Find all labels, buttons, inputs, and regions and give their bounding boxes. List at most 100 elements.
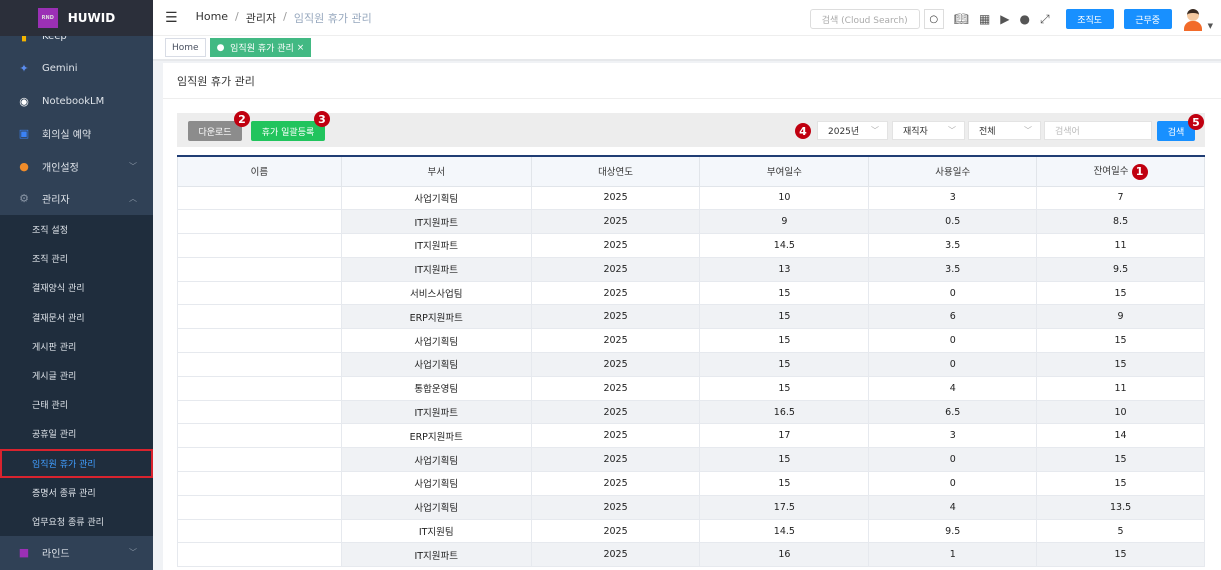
table-row[interactable]: IT지원파트 2025 13 3.5 9.5 — [177, 256, 1205, 282]
table-row[interactable]: 사업기획팀 2025 15 0 15 — [177, 471, 1205, 496]
sidebar-item[interactable]: ✦ Gemini — [0, 53, 153, 86]
department-select[interactable]: 전체 ﹀ — [968, 121, 1041, 140]
user-icon: ● — [19, 159, 29, 173]
search-button[interactable]: 검색 — [1157, 121, 1195, 141]
sidebar-item[interactable]: ▣ 회의실 예약 — [0, 118, 153, 151]
sidebar-subitem[interactable]: 결재양식 관리 — [0, 273, 153, 303]
org-chart-button[interactable]: 조직도 — [1065, 9, 1114, 29]
badge-3: 3 — [314, 111, 330, 127]
year-select[interactable]: 2025년 ﹀ — [817, 121, 888, 140]
hamburger-icon[interactable]: ☰ — [165, 9, 178, 26]
cloud-search-input[interactable]: 검색 (Cloud Search) — [809, 9, 920, 29]
table-cell: ERP지원파트 — [340, 423, 532, 449]
sidebar-subitem[interactable]: 업무요청 종류 관리 — [0, 506, 153, 537]
table-cell: 15 — [699, 352, 870, 377]
table-cell: 13 — [699, 256, 870, 282]
table-cell: 2025 — [530, 352, 701, 377]
column-header[interactable]: 사용일수 — [868, 155, 1038, 187]
column-header[interactable]: 부서 — [340, 155, 532, 187]
table-cell — [177, 209, 342, 235]
table-cell: IT지원팀 — [340, 518, 532, 544]
book-icon[interactable]: 📖︎ — [953, 12, 969, 26]
column-header[interactable]: 잔여일수 1 — [1036, 155, 1205, 187]
bulk-register-button[interactable]: 휴가 일괄등록 — [251, 121, 325, 141]
tab-home[interactable]: Home — [165, 38, 206, 57]
badge-2: 2 — [234, 111, 250, 127]
table-row[interactable]: IT지원팀 2025 14.5 9.5 5 — [177, 518, 1205, 544]
column-header[interactable]: 이름 — [177, 155, 342, 187]
table-cell — [177, 280, 342, 306]
table-row[interactable]: IT지원파트 2025 14.5 3.5 11 — [177, 233, 1205, 258]
table-cell: 2025 — [530, 494, 701, 520]
table-cell: 14 — [1036, 423, 1205, 449]
chevron-down-icon: ﹀ — [129, 161, 137, 171]
close-icon[interactable]: × — [296, 42, 305, 53]
sidebar-item[interactable]: ⚙ 관리자 ︿ — [0, 183, 153, 216]
search-icon[interactable]: ○ — [923, 9, 944, 29]
table-cell: 3.5 — [868, 233, 1038, 258]
toolbar: 다운로드 2 휴가 일괄등록 3 4 2025년 ﹀ 재직자 ﹀ 전체 ﹀ 검색어 검… — [177, 111, 1205, 147]
table-cell: 11 — [1036, 375, 1205, 401]
download-button[interactable]: 다운로드 — [188, 121, 242, 141]
table-cell: 14.5 — [699, 518, 870, 544]
table-row[interactable]: 통합운영팀 2025 15 4 11 — [177, 375, 1205, 401]
table-cell: 2025 — [530, 542, 701, 568]
tab-vacation-management[interactable]: ● 임직원 휴가 관리 × — [209, 38, 312, 57]
sidebar-subitem[interactable]: 게시판 관리 — [0, 331, 153, 361]
table-cell: IT지원파트 — [340, 542, 532, 568]
table-row[interactable]: IT지원파트 2025 16.5 6.5 10 — [177, 399, 1205, 425]
play-store-icon[interactable]: ▶ — [1000, 12, 1010, 26]
sidebar-item[interactable]: ◉ NotebookLM — [0, 85, 153, 118]
logo[interactable]: RND HUWID — [0, 0, 153, 36]
sidebar-item[interactable]: ■ 라인드 ﹀ — [0, 536, 153, 569]
table-cell: 15 — [699, 328, 870, 354]
table-cell: 2025 — [530, 471, 701, 496]
apple-icon[interactable]: ● — [1019, 12, 1030, 26]
keyword-input[interactable]: 검색어 — [1044, 121, 1152, 140]
fullscreen-icon[interactable]: ⤢ — [1040, 11, 1050, 26]
sidebar-subitem[interactable]: 결재문서 관리 — [0, 302, 153, 332]
sidebar-subitem[interactable]: 증명서 종류 관리 — [0, 477, 153, 507]
table-cell: 15 — [699, 447, 870, 473]
topbar: ☰ Home / 관리자 / 임직원 휴가 관리 검색 (Cloud Search)… — [153, 0, 1221, 36]
table-cell: 2025 — [530, 209, 701, 235]
table-row[interactable]: 사업기획팀 2025 15 0 15 — [177, 447, 1205, 473]
sidebar-subitem[interactable]: 공휴일 관리 — [0, 419, 153, 449]
breadcrumb-home[interactable]: Home — [195, 9, 229, 23]
chevron-down-icon[interactable]: ▼ — [1207, 22, 1213, 30]
grid-icon[interactable]: ▦ — [978, 12, 991, 26]
sidebar-subitem[interactable]: 임직원 휴가 관리 — [0, 448, 153, 478]
table-row[interactable]: 사업기획팀 2025 10 3 7 — [177, 185, 1205, 211]
sidebar-menu: ▮ Keep ✦ Gemini ◉ NotebookLM ▣ 회의실 예약 ● 개인설정 ﹀ ⚙ 관리자… — [0, 20, 153, 569]
sidebar-item[interactable]: ● 개인설정 ﹀ — [0, 150, 153, 183]
table-cell: 2025 — [530, 447, 701, 473]
column-header[interactable]: 대상연도 — [530, 155, 701, 187]
table-row[interactable]: 사업기획팀 2025 15 0 15 — [177, 328, 1205, 354]
table-cell: 4 — [868, 494, 1038, 520]
employment-status-select[interactable]: 재직자 ﹀ — [892, 121, 965, 140]
table-cell — [177, 494, 342, 520]
table-cell: 0 — [868, 352, 1038, 377]
table-cell: 3 — [868, 423, 1038, 449]
table-row[interactable]: IT지원파트 2025 9 0.5 8.5 — [177, 209, 1205, 235]
table-row[interactable]: 서비스사업팀 2025 15 0 15 — [177, 280, 1205, 306]
avatar[interactable] — [1182, 7, 1204, 31]
table-cell: 15 — [1036, 280, 1205, 306]
table-row[interactable]: ERP지원파트 2025 17 3 14 — [177, 423, 1205, 449]
table-row[interactable]: ERP지원파트 2025 15 6 9 — [177, 304, 1205, 330]
table-row[interactable]: 사업기획팀 2025 17.5 4 13.5 — [177, 494, 1205, 520]
chevron-down-icon: ﹀ — [129, 547, 137, 557]
sidebar-item[interactable]: ▮ Keep — [0, 20, 153, 53]
work-status-button[interactable]: 근무중 — [1123, 9, 1172, 29]
table-cell: 15 — [1036, 471, 1205, 496]
chevron-up-icon: ︿ — [129, 194, 137, 204]
sidebar-item-label: 회의실 예약 — [42, 130, 92, 142]
table-row[interactable]: 사업기획팀 2025 15 0 15 — [177, 352, 1205, 377]
sidebar-subitem[interactable]: 게시글 관리 — [0, 360, 153, 391]
sidebar-subitem[interactable]: 조직 설정 — [0, 215, 153, 245]
table-row[interactable]: IT지원파트 2025 16 1 15 — [177, 542, 1205, 568]
column-header[interactable]: 부여일수 — [699, 155, 870, 187]
breadcrumb-admin[interactable]: 관리자 — [245, 11, 277, 25]
sidebar-subitem[interactable]: 근태 관리 — [0, 390, 153, 420]
sidebar-subitem[interactable]: 조직 관리 — [0, 244, 153, 274]
